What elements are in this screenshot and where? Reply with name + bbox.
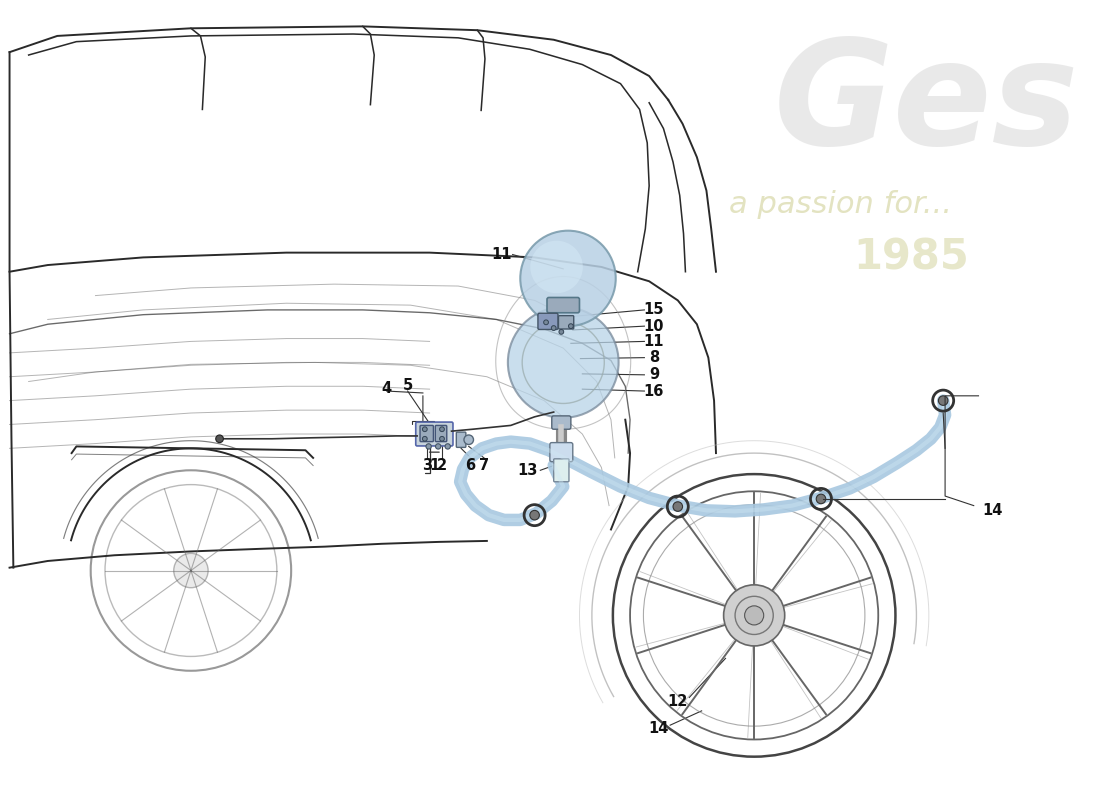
Text: 1: 1	[429, 458, 440, 473]
Circle shape	[745, 606, 763, 625]
Text: 14: 14	[982, 503, 1003, 518]
Text: 13: 13	[518, 462, 538, 478]
Text: 8: 8	[649, 350, 659, 365]
Text: 1985: 1985	[854, 237, 969, 278]
FancyBboxPatch shape	[456, 432, 466, 447]
Circle shape	[216, 435, 223, 442]
Text: 11: 11	[491, 247, 512, 262]
FancyBboxPatch shape	[436, 426, 447, 442]
Circle shape	[816, 494, 826, 504]
Circle shape	[559, 330, 563, 334]
Circle shape	[938, 396, 948, 406]
Circle shape	[543, 320, 549, 325]
Circle shape	[551, 326, 557, 330]
Text: 14: 14	[649, 721, 669, 735]
Text: 4: 4	[382, 381, 392, 396]
FancyBboxPatch shape	[552, 416, 571, 430]
Circle shape	[440, 427, 444, 432]
FancyBboxPatch shape	[547, 298, 580, 313]
Circle shape	[735, 596, 773, 634]
Circle shape	[508, 307, 618, 418]
Text: 16: 16	[644, 383, 664, 398]
Circle shape	[440, 436, 444, 441]
Text: 15: 15	[644, 302, 664, 318]
Text: a passion for...: a passion for...	[728, 190, 952, 219]
FancyBboxPatch shape	[538, 314, 558, 330]
Text: 2: 2	[437, 458, 447, 473]
Text: 5: 5	[403, 378, 412, 393]
Circle shape	[569, 324, 573, 329]
Text: 11: 11	[644, 334, 664, 349]
Circle shape	[724, 585, 784, 646]
Circle shape	[422, 436, 427, 441]
FancyBboxPatch shape	[420, 426, 433, 442]
FancyBboxPatch shape	[550, 442, 573, 462]
FancyBboxPatch shape	[553, 459, 569, 482]
Circle shape	[530, 510, 539, 520]
Circle shape	[464, 435, 473, 445]
Text: 6: 6	[465, 458, 475, 473]
Text: Ges: Ges	[773, 34, 1079, 175]
Circle shape	[174, 554, 208, 588]
Circle shape	[426, 444, 431, 449]
Circle shape	[436, 444, 441, 449]
Text: 7: 7	[478, 458, 490, 473]
Text: 12: 12	[668, 694, 688, 709]
Circle shape	[422, 427, 427, 432]
Circle shape	[520, 230, 616, 326]
Text: 9: 9	[649, 367, 659, 382]
Text: 10: 10	[644, 318, 664, 334]
Circle shape	[530, 241, 583, 294]
Text: 3: 3	[421, 458, 432, 473]
FancyBboxPatch shape	[416, 422, 453, 446]
Circle shape	[673, 502, 683, 511]
Circle shape	[446, 444, 450, 449]
FancyBboxPatch shape	[559, 316, 574, 329]
